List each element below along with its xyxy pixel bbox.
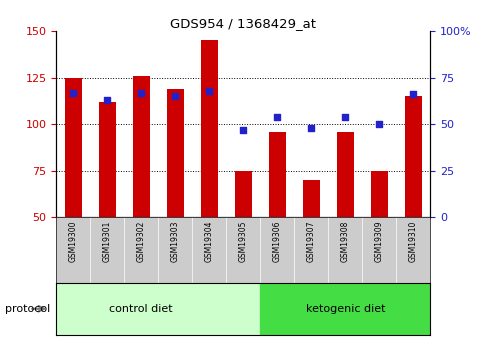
Bar bbox=[302, 180, 319, 217]
Text: GSM19304: GSM19304 bbox=[204, 221, 213, 262]
Point bbox=[375, 121, 383, 127]
Bar bbox=[336, 132, 353, 217]
Text: GSM19305: GSM19305 bbox=[238, 221, 247, 262]
Bar bbox=[64, 78, 81, 217]
Bar bbox=[166, 89, 183, 217]
Point bbox=[307, 125, 315, 131]
Text: GSM19300: GSM19300 bbox=[69, 221, 78, 262]
Bar bbox=[201, 40, 217, 217]
Point bbox=[69, 90, 77, 95]
Text: control diet: control diet bbox=[109, 304, 173, 314]
Text: GSM19303: GSM19303 bbox=[170, 221, 180, 262]
Bar bbox=[260, 283, 429, 335]
Point bbox=[103, 97, 111, 103]
Text: GSM19310: GSM19310 bbox=[408, 221, 417, 262]
Bar bbox=[234, 171, 251, 217]
Bar bbox=[99, 102, 116, 217]
Bar bbox=[56, 283, 260, 335]
Bar bbox=[370, 171, 387, 217]
Text: GSM19302: GSM19302 bbox=[137, 221, 145, 262]
Text: GSM19307: GSM19307 bbox=[306, 221, 315, 262]
Text: GSM19306: GSM19306 bbox=[272, 221, 281, 262]
Point bbox=[273, 114, 281, 119]
Text: protocol: protocol bbox=[5, 304, 50, 314]
Text: GSM19308: GSM19308 bbox=[340, 221, 349, 262]
Point bbox=[408, 92, 416, 97]
Text: ketogenic diet: ketogenic diet bbox=[305, 304, 384, 314]
Point bbox=[341, 114, 348, 119]
Point bbox=[171, 93, 179, 99]
Point bbox=[205, 88, 213, 93]
Text: GSM19301: GSM19301 bbox=[102, 221, 112, 262]
Title: GDS954 / 1368429_at: GDS954 / 1368429_at bbox=[170, 17, 316, 30]
Point bbox=[239, 127, 246, 132]
Text: GSM19309: GSM19309 bbox=[374, 221, 383, 262]
Bar bbox=[132, 76, 149, 217]
Bar bbox=[404, 96, 421, 217]
Bar bbox=[268, 132, 285, 217]
Point bbox=[137, 90, 145, 95]
